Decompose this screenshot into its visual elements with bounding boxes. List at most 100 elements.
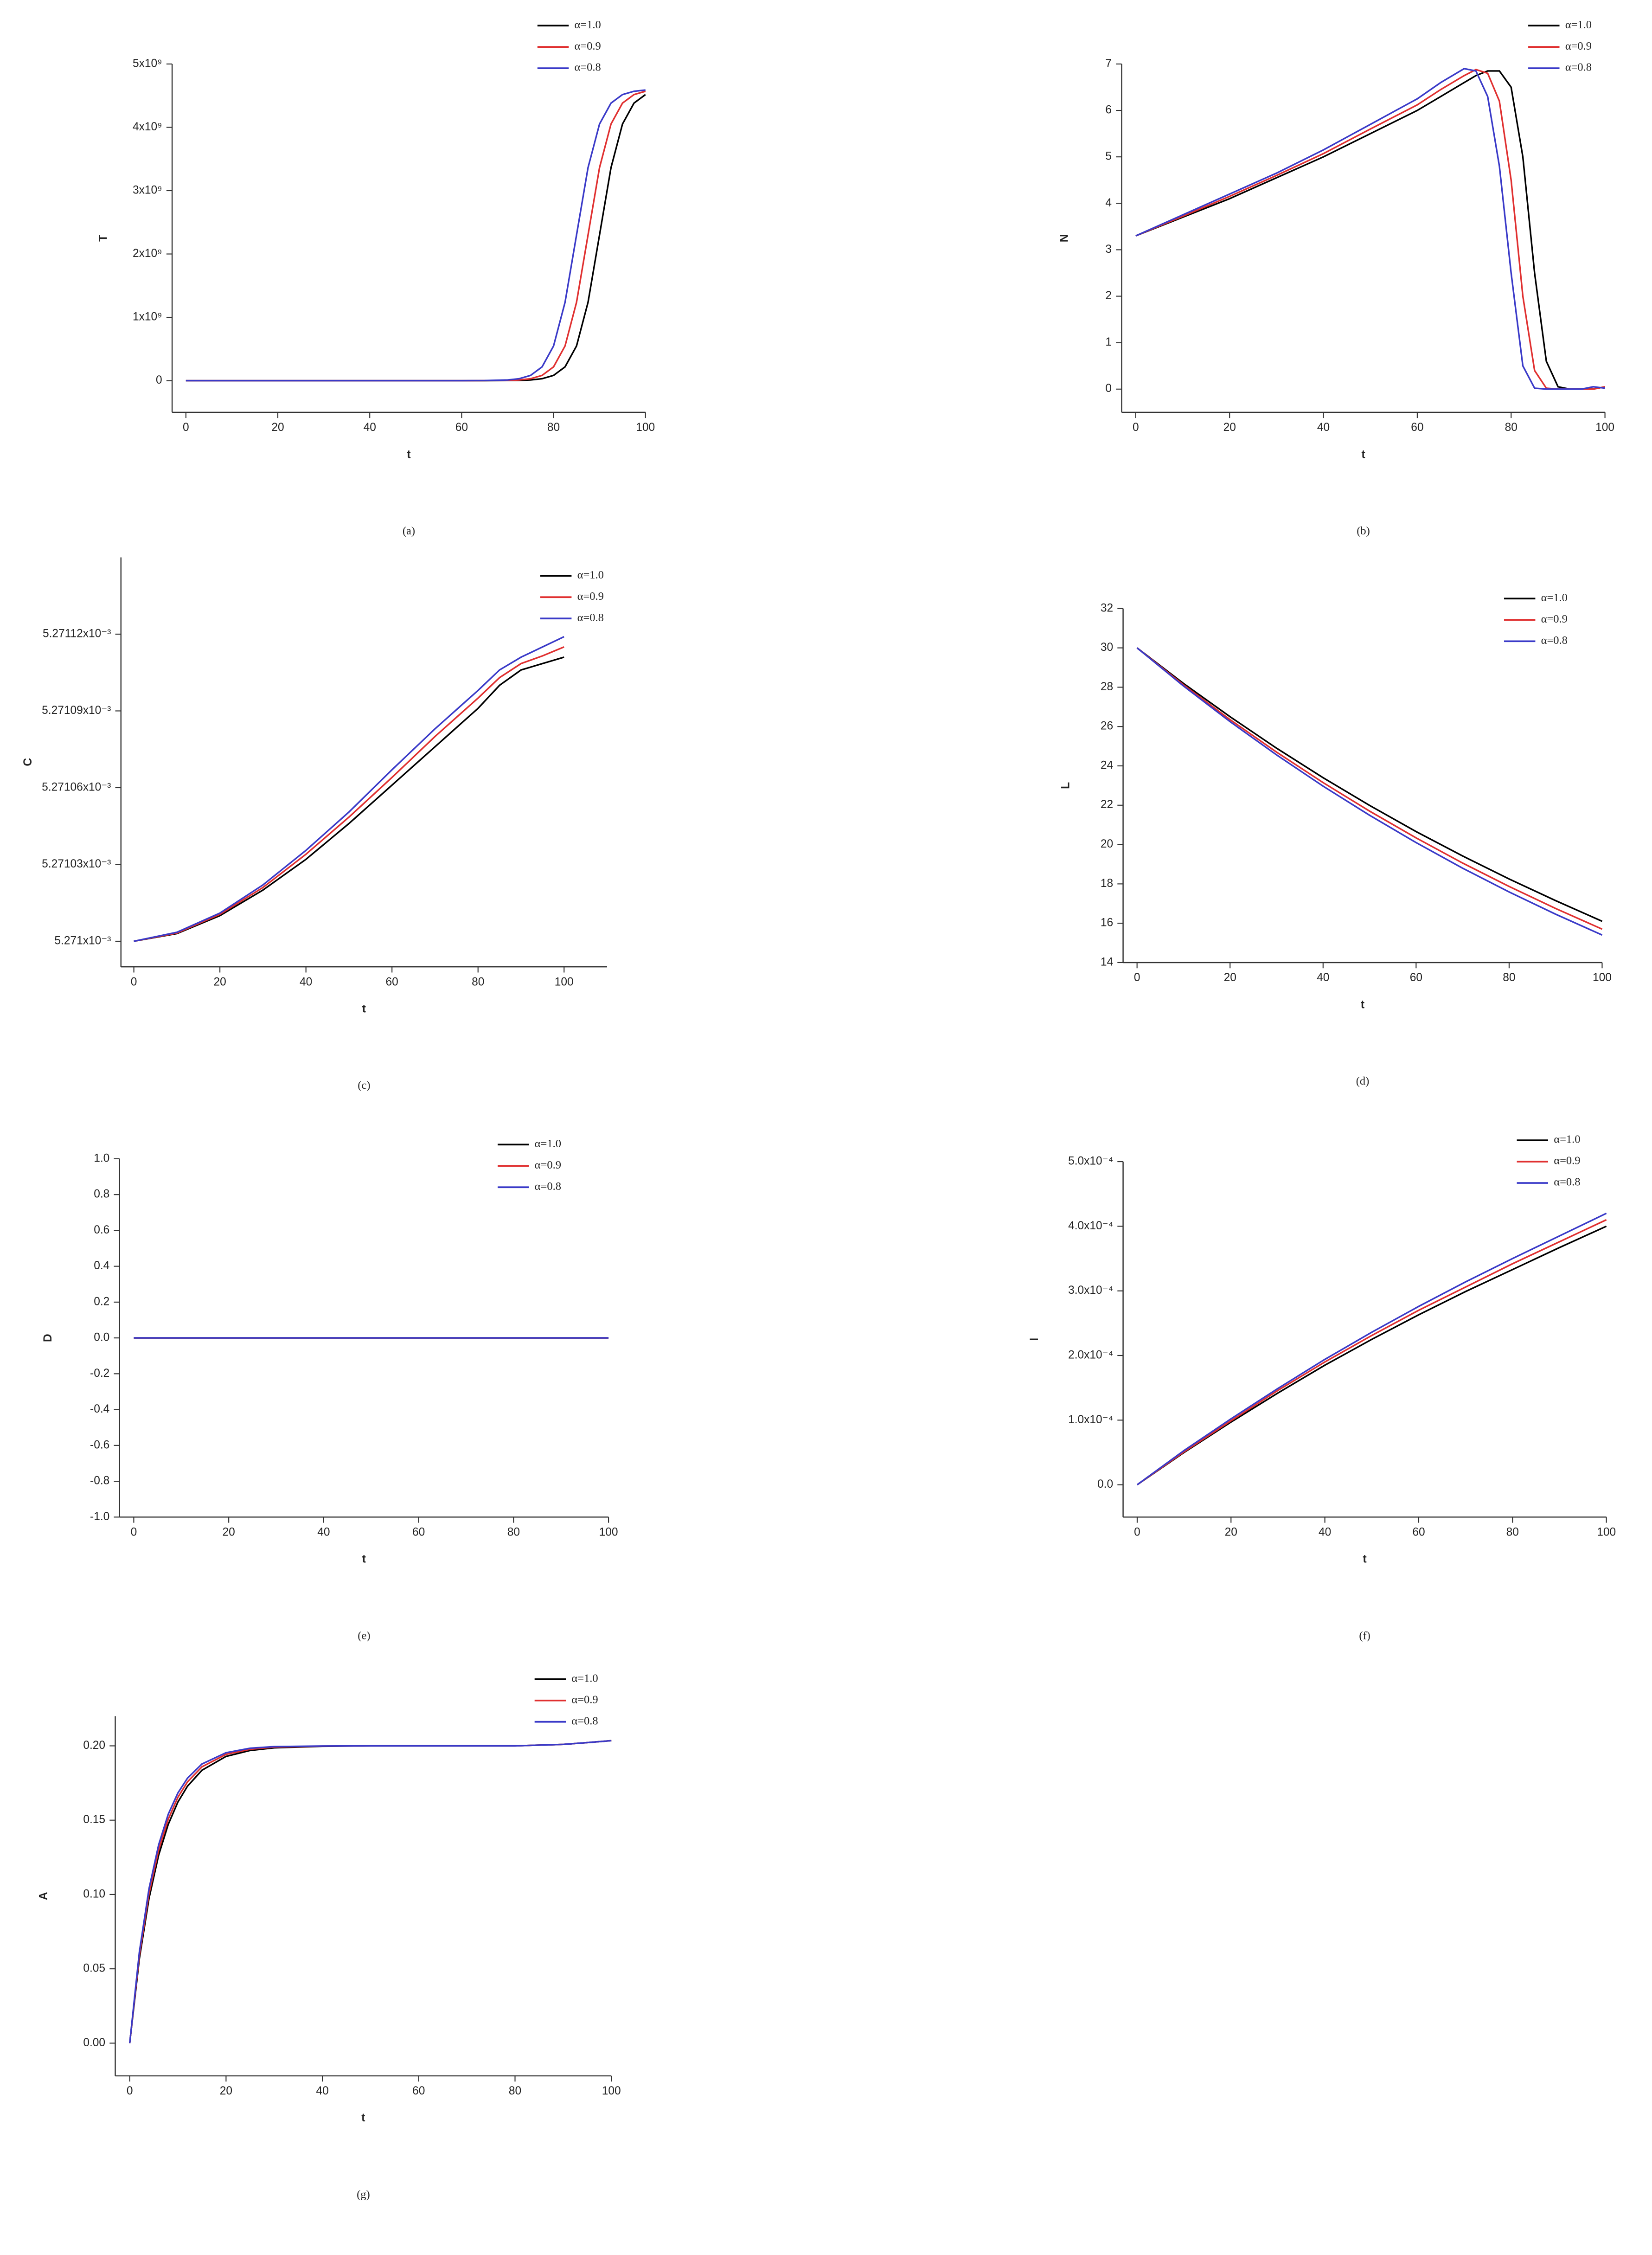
legend-label: α=0.8 [571,1715,598,1727]
x-axis-label: t [407,448,410,461]
y-axis-label: T [97,235,109,242]
series-line [1136,1212,1607,1485]
legend-label: α=0.9 [1565,40,1592,52]
y-tick-label: 14 [1101,956,1113,968]
y-tick-label: -0.6 [90,1439,109,1451]
y-tick-label: 28 [1101,681,1113,693]
caption: (d) [1356,1075,1370,1087]
y-tick-label: 5.27103x10⁻³ [42,858,111,870]
series-line [134,656,564,942]
y-tick-label: -1.0 [90,1510,109,1523]
x-tick-label: 0 [127,2085,133,2097]
y-tick-label: 0.0 [94,1331,109,1344]
series-line [129,1740,612,2043]
legend-label: α=0.9 [1541,613,1568,625]
y-tick-label: 4x10⁹ [133,121,162,133]
x-tick-label: 80 [1506,1526,1519,1538]
caption: (a) [403,525,415,537]
legend-label: α=1.0 [577,569,604,581]
y-tick-label: 0.0 [1097,1478,1113,1490]
series-line [1136,647,1603,930]
y-tick-label: 0.00 [83,2037,105,2049]
x-axis-label: t [362,1003,366,1015]
x-axis-label: t [1361,998,1364,1011]
y-tick-label: 5.27112x10⁻³ [43,627,111,640]
x-tick-label: 60 [1410,971,1422,984]
x-tick-label: 20 [214,976,226,988]
y-tick-label: 5.0x10⁻⁴ [1068,1155,1113,1168]
x-tick-label: 80 [509,2085,521,2097]
x-tick-label: 40 [316,2085,328,2097]
x-tick-label: 40 [1317,971,1329,984]
y-tick-label: 30 [1101,641,1113,654]
x-axis-label: t [362,1553,366,1566]
series-line [1136,1225,1607,1486]
legend-label: α=1.0 [1554,1133,1580,1146]
y-tick-label: 5.271x10⁻³ [54,934,111,947]
legend-label: α=1.0 [575,19,601,31]
legend-label: α=0.8 [575,61,601,74]
y-tick-label: 1.0x10⁻⁴ [1068,1413,1113,1426]
y-axis-label: C [22,758,34,766]
x-tick-label: 40 [1317,421,1330,434]
legend-label: α=0.8 [535,1180,561,1193]
y-tick-label: -0.2 [90,1367,109,1380]
legend-label: α=1.0 [571,1672,598,1684]
y-tick-label: 2x10⁹ [133,247,162,260]
series-line [1135,70,1605,390]
legend-label: α=0.8 [1565,61,1592,74]
series-line [1136,647,1603,936]
x-tick-label: 100 [1593,971,1612,984]
y-tick-label: 1x10⁹ [133,311,162,323]
y-tick-label: 18 [1101,877,1113,890]
caption: (f) [1359,1629,1370,1642]
y-tick-label: -0.8 [90,1475,109,1487]
chart: 0.00 0.05 0.10 0.15 0.20 0 20 40 60 80 100 At (g) α=1… [38,1672,621,2201]
x-tick-label: 0 [183,421,189,434]
x-tick-label: 60 [412,2085,425,2097]
x-tick-label: 0 [1134,971,1140,984]
legend-label: α=1.0 [1565,19,1592,31]
y-axis-label: D [42,1334,54,1342]
y-tick-label: 0.20 [83,1739,105,1752]
legend-label: α=0.8 [1541,634,1568,647]
x-tick-label: 20 [1224,971,1236,984]
x-axis-label: t [1363,1553,1367,1566]
x-tick-label: 100 [1597,1526,1616,1538]
y-tick-label: 3x10⁹ [133,184,162,196]
y-tick-label: 0.4 [94,1259,109,1272]
legend-label: α=0.9 [571,1693,598,1706]
y-tick-label: 0.8 [94,1188,109,1201]
legend-label: α=0.9 [535,1159,561,1171]
chart: 14 16 18 20 22 24 26 28 30 32 0 20 40 60 80 100 Lt (d) α=1… [1059,591,1611,1087]
series-line [186,89,646,382]
y-tick-label: 26 [1101,720,1113,732]
x-tick-label: 20 [220,2085,232,2097]
x-tick-label: 0 [1134,1526,1140,1538]
y-tick-label: 0.15 [83,1813,105,1826]
series-line [1136,1219,1607,1486]
x-tick-label: 100 [555,976,574,988]
legend-label: α=0.9 [1554,1155,1580,1167]
y-tick-label: 0.6 [94,1224,109,1236]
x-tick-label: 40 [364,421,376,434]
chart: 0 1 2 3 4 5 6 7 0 20 40 60 80 100 Nt (b) α=1.0 α=0.9 α=0.8 [1058,19,1614,537]
x-tick-label: 60 [1411,421,1423,434]
x-tick-label: 80 [507,1526,520,1538]
x-tick-label: 20 [1225,1526,1237,1538]
x-tick-label: 20 [223,1526,235,1538]
x-tick-label: 100 [602,2085,621,2097]
x-tick-label: 60 [455,421,468,434]
legend-label: α=0.8 [577,611,604,624]
x-tick-label: 80 [1505,421,1518,434]
x-tick-label: 60 [386,976,398,988]
y-tick-label: 1 [1105,336,1112,348]
x-tick-label: 100 [1595,421,1614,434]
x-tick-label: 80 [472,976,484,988]
y-tick-label: 2.0x10⁻⁴ [1068,1349,1113,1361]
y-tick-label: 5 [1105,150,1112,163]
caption: (e) [358,1629,370,1642]
caption: (b) [1357,525,1370,537]
y-tick-label: 1.0 [94,1152,109,1164]
